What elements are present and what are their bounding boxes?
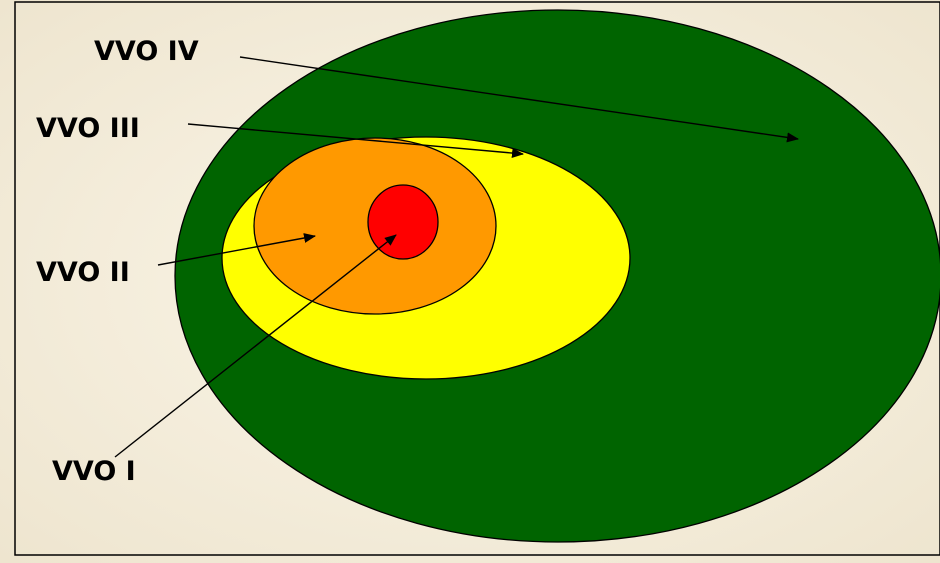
diagram-frame	[14, 1, 940, 556]
label-vvo-ii: VVO II	[36, 257, 130, 288]
arrow-vvo-iii	[187, 123, 524, 158]
arrow-vvo-i	[114, 234, 397, 458]
zone-vvo-i	[367, 184, 439, 260]
label-vvo-i: VVO I	[52, 456, 136, 487]
arrow-vvo-ii	[157, 233, 316, 266]
label-vvo-iii: VVO III	[36, 113, 140, 144]
arrow-vvo-iv	[239, 56, 799, 143]
label-vvo-iv: VVO IV	[94, 36, 199, 67]
